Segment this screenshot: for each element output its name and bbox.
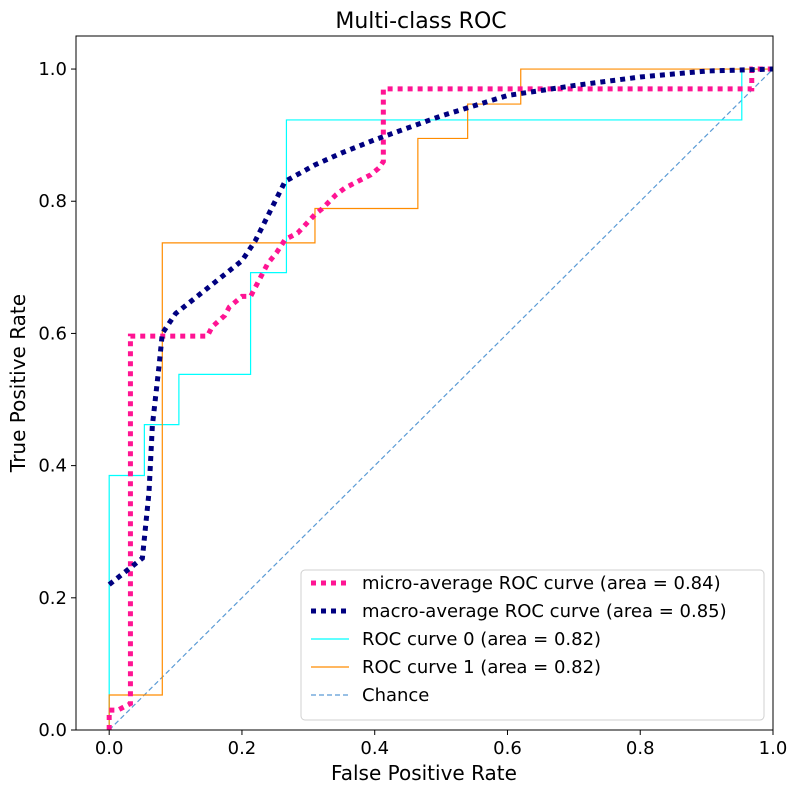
y-tick-label: 0.8 xyxy=(38,191,67,212)
x-axis-label: False Positive Rate xyxy=(331,761,517,785)
x-tick-label: 0.2 xyxy=(228,738,257,759)
legend-box xyxy=(300,569,765,721)
legend-label: macro-average ROC curve (area = 0.85) xyxy=(362,601,727,622)
series-layer xyxy=(106,66,773,730)
y-axis-label: True Positive Rate xyxy=(6,294,30,473)
chart-title: Multi-class ROC xyxy=(335,9,506,34)
legend-label: Chance xyxy=(362,685,429,706)
series-line-1 xyxy=(107,66,773,587)
series-line-3 xyxy=(108,68,773,730)
y-tick-label: 0.0 xyxy=(38,720,67,741)
x-tick-label: 0.8 xyxy=(626,738,655,759)
legend-label: micro-average ROC curve (area = 0.84) xyxy=(362,573,721,594)
x-tick-label: 0.0 xyxy=(95,738,124,759)
legend-label: ROC curve 1 (area = 0.82) xyxy=(362,657,601,678)
x-tick-label: 0.4 xyxy=(360,738,389,759)
x-tick-label: 1.0 xyxy=(759,738,788,759)
series-line-2 xyxy=(108,68,773,730)
x-tick-label: 0.6 xyxy=(493,738,522,759)
ticks-layer: 0.0 0.2 0.4 0.6 0.8 1.0 0.0 0.2 0.4 0.6 0.8 1.0 xyxy=(38,59,787,759)
series-line-0 xyxy=(106,66,773,730)
series-line-4 xyxy=(108,68,773,730)
legend-label: ROC curve 0 (area = 0.82) xyxy=(362,629,601,650)
y-tick-label: 0.6 xyxy=(38,323,67,344)
plot-frame xyxy=(75,35,774,731)
y-tick-label: 0.4 xyxy=(38,456,67,477)
legend: micro-average ROC curve (area = 0.84) mac… xyxy=(300,569,765,721)
y-tick-label: 0.2 xyxy=(38,588,67,609)
y-tick-label: 1.0 xyxy=(38,59,67,80)
